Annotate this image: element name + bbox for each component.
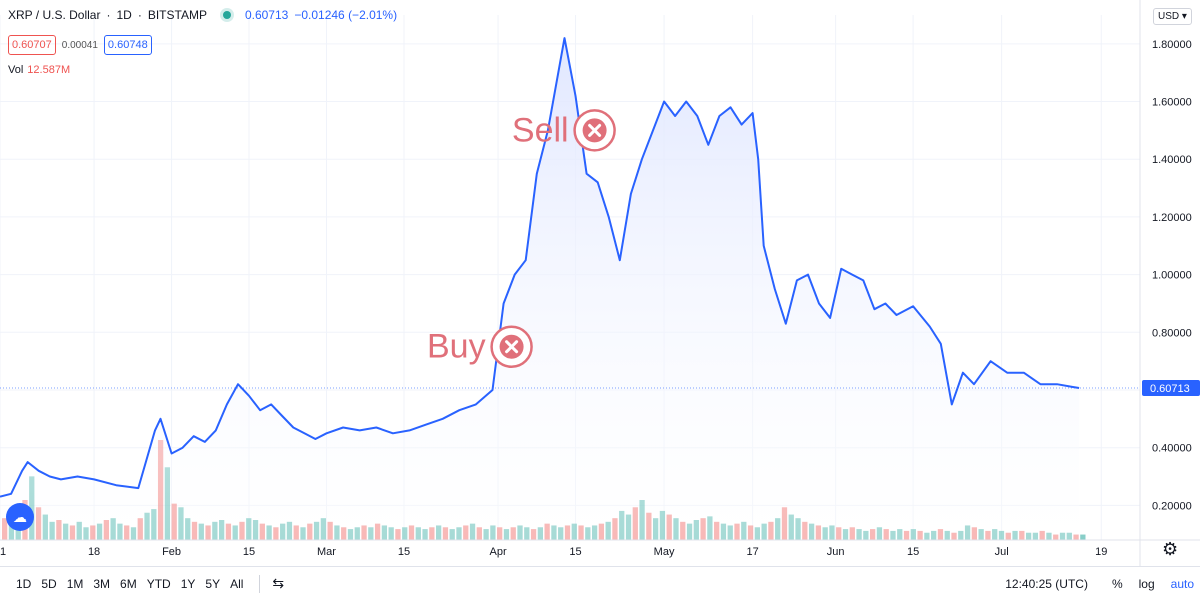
- buy-marker-cross: [505, 340, 519, 354]
- x-tick-label: Jun: [827, 546, 845, 558]
- percent-scale-button[interactable]: %: [1111, 576, 1123, 591]
- toolbar-divider: [259, 574, 261, 593]
- sell-label: Sell: [512, 111, 569, 149]
- symbol-name[interactable]: XRP / U.S. Dollar: [8, 8, 101, 22]
- currency-label: USD: [1158, 11, 1180, 22]
- x-tick-label: 15: [907, 546, 919, 558]
- range-5d[interactable]: 5D: [41, 576, 57, 591]
- separator: ·: [106, 8, 111, 22]
- x-tick-label: Mar: [317, 546, 336, 558]
- x-tick-label: 19: [1095, 546, 1107, 558]
- x-tick-label: May: [654, 546, 675, 558]
- volume-value: 12.587M: [27, 64, 71, 76]
- x-tick-label: 21: [0, 546, 6, 558]
- bottom-toolbar: 1D 5D 1M 3M 6M YTD 1Y 5Y All ⇆ 12:40:25 …: [0, 566, 1200, 600]
- price-line: [0, 37, 1080, 498]
- bid-price[interactable]: 0.60707: [8, 35, 56, 55]
- log-scale-button[interactable]: log: [1138, 576, 1155, 591]
- x-tick-label: Feb: [162, 546, 181, 558]
- last-price-label: 0.60713: [1150, 383, 1190, 395]
- buy-label: Buy: [427, 328, 486, 366]
- range-buttons: 1D 5D 1M 3M 6M YTD 1Y 5Y All: [16, 577, 243, 591]
- market-status-icon: [222, 11, 231, 19]
- volume-label: Vol: [8, 64, 24, 76]
- chart-header: XRP / U.S. Dollar · 1D · BITSTAMP 0.6071…: [8, 8, 397, 22]
- quote-row: 0.60707 0.00041 0.60748: [8, 35, 152, 55]
- y-tick-label: 0.80000: [1152, 327, 1192, 339]
- utc-clock[interactable]: 12:40:25 (UTC): [1005, 576, 1088, 591]
- gear-icon[interactable]: ⚙: [1162, 539, 1179, 559]
- range-all[interactable]: All: [230, 576, 244, 591]
- separator: ·: [137, 8, 142, 22]
- spread: 0.00041: [61, 39, 98, 51]
- range-5y[interactable]: 5Y: [205, 576, 221, 591]
- x-tick-label: 17: [746, 546, 758, 558]
- volume-legend: Vol 12.587M: [8, 64, 70, 76]
- volume-bar: [1080, 534, 1086, 540]
- last-price-marker: [1142, 379, 1200, 396]
- range-1y[interactable]: 1Y: [180, 576, 196, 591]
- x-tick-label: Apr: [489, 546, 506, 558]
- y-tick-label: 0.20000: [1152, 500, 1192, 512]
- x-tick-label: 15: [398, 546, 410, 558]
- x-tick-label: 18: [88, 546, 100, 558]
- y-tick-label: 1.40000: [1152, 154, 1192, 166]
- interval[interactable]: 1D: [116, 8, 132, 22]
- scale-tools: 12:40:25 (UTC) % log auto: [1005, 577, 1194, 591]
- range-ytd[interactable]: YTD: [146, 576, 171, 591]
- auto-scale-button[interactable]: auto: [1170, 576, 1194, 591]
- last-price: 0.60713: [244, 8, 289, 22]
- exchange: BITSTAMP: [147, 8, 207, 22]
- x-tick-label: 15: [569, 546, 581, 558]
- range-6m[interactable]: 6M: [120, 576, 137, 591]
- price-change: −0.01246 (−2.01%): [294, 8, 398, 22]
- y-tick-label: 1.80000: [1152, 39, 1192, 51]
- y-tick-label: 0.40000: [1152, 443, 1192, 455]
- x-tick-label: Jul: [995, 546, 1009, 558]
- y-tick-label: 1.20000: [1152, 212, 1192, 224]
- price-area: [0, 38, 1080, 540]
- range-1m[interactable]: 1M: [66, 576, 84, 591]
- sell-marker-cross: [588, 123, 602, 137]
- range-3m[interactable]: 3M: [93, 576, 111, 591]
- date-range-icon[interactable]: ⇆: [272, 575, 285, 591]
- y-tick-label: 1.00000: [1152, 270, 1192, 282]
- y-tick-label: 1.60000: [1152, 97, 1192, 109]
- ask-price[interactable]: 0.60748: [103, 35, 152, 55]
- x-tick-label: 15: [243, 546, 255, 558]
- chevron-down-icon: ▾: [1181, 11, 1187, 22]
- currency-button[interactable]: USD ▾: [1153, 8, 1192, 25]
- tradingview-logo-icon[interactable]: ☁: [6, 503, 34, 531]
- range-1d[interactable]: 1D: [16, 576, 32, 591]
